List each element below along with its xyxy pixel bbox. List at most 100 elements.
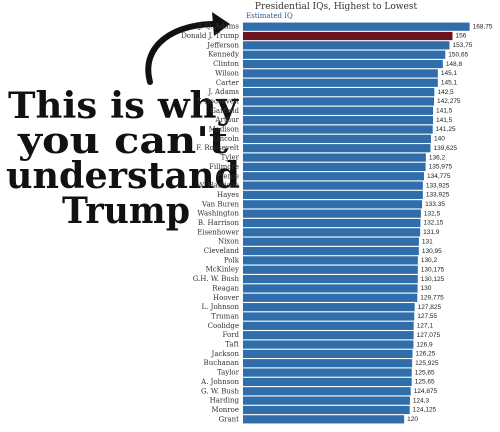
bar xyxy=(243,153,426,162)
value-label: 130,2 xyxy=(421,257,438,264)
category-label: Tyler xyxy=(221,154,240,162)
arrow-head xyxy=(212,12,230,36)
value-label: 142,5 xyxy=(437,89,454,96)
category-label: Ford xyxy=(222,331,239,339)
bar xyxy=(243,69,438,78)
bar xyxy=(243,172,424,181)
bar xyxy=(243,415,405,424)
bar xyxy=(243,41,450,50)
value-label: 135,975 xyxy=(429,164,453,171)
category-label: Fillmore xyxy=(209,163,239,171)
value-label: 132,15 xyxy=(423,220,443,227)
value-label: 148,8 xyxy=(446,61,463,68)
category-label: McKinley xyxy=(206,266,239,274)
category-label: Monroe xyxy=(211,406,239,414)
bar xyxy=(243,321,414,330)
bar xyxy=(243,97,435,106)
category-label: Harding xyxy=(210,397,240,405)
value-label: 141,25 xyxy=(436,126,456,133)
bar xyxy=(243,116,434,125)
value-label: 126,9 xyxy=(416,341,433,348)
category-label: Hoover xyxy=(213,294,240,302)
bar xyxy=(243,396,410,405)
category-label: Eisenhower xyxy=(197,228,239,236)
arrow xyxy=(145,20,225,85)
value-label: 131 xyxy=(422,238,433,245)
category-label: Lincoln xyxy=(213,135,240,143)
category-label: Taylor xyxy=(217,369,240,377)
bar xyxy=(243,144,431,153)
value-label: 142,275 xyxy=(437,98,461,105)
category-label: Buchanan xyxy=(204,359,240,367)
bar xyxy=(243,59,443,69)
value-label: 145,1 xyxy=(441,70,458,77)
bar xyxy=(243,368,412,377)
bar xyxy=(243,78,438,87)
category-label: Pierce xyxy=(216,172,239,180)
category-label: Clinton xyxy=(213,60,239,68)
category-label: Truman xyxy=(211,312,239,320)
bar xyxy=(243,22,470,31)
bar xyxy=(243,293,418,302)
category-label: Polk xyxy=(224,256,240,264)
value-label: 131,9 xyxy=(423,229,440,236)
bar xyxy=(243,340,414,349)
bar xyxy=(243,190,423,200)
bar xyxy=(243,181,423,190)
value-label: 136,2 xyxy=(429,154,446,161)
caption-line: This is why xyxy=(8,85,239,127)
bar xyxy=(243,88,435,97)
bar xyxy=(243,359,413,368)
value-label: 125,925 xyxy=(415,360,439,367)
bar xyxy=(243,218,421,228)
category-label: Arthur xyxy=(214,116,239,124)
category-label: J. Adams xyxy=(207,88,239,96)
chart-subtitle: Estimated IQ xyxy=(246,12,293,20)
value-label: 126,25 xyxy=(416,351,436,358)
category-label: F. Roosevelt xyxy=(196,144,239,152)
category-label: J. Q. Adams xyxy=(198,23,240,31)
bar xyxy=(243,50,446,59)
category-label: B. Harrison xyxy=(198,219,240,227)
category-label: Washington xyxy=(197,210,239,218)
bar xyxy=(243,312,415,321)
value-label: 141,5 xyxy=(436,117,453,124)
value-label: 127,55 xyxy=(417,313,437,320)
bar xyxy=(243,331,414,340)
value-label: 153,75 xyxy=(452,42,472,49)
category-label: Grant xyxy=(219,415,240,423)
value-label: 127,1 xyxy=(417,323,434,330)
bar xyxy=(243,303,415,312)
value-label: 130,125 xyxy=(421,276,445,283)
category-label: Garfield xyxy=(210,107,239,115)
category-label: G.H. W. Bush xyxy=(193,275,240,283)
category-label: Nixon xyxy=(218,238,240,246)
bar xyxy=(243,387,411,396)
category-label: Hayes xyxy=(217,191,239,199)
bar xyxy=(243,284,418,293)
value-label: 130,175 xyxy=(421,266,445,273)
bar xyxy=(243,31,453,41)
value-label: 132,5 xyxy=(424,210,441,217)
value-label: 130 xyxy=(421,285,432,292)
category-label: Carter xyxy=(216,79,240,87)
category-label: Madison xyxy=(209,126,240,134)
value-label: 139,625 xyxy=(433,145,457,152)
value-label: 124,875 xyxy=(414,388,438,395)
value-label: 133,925 xyxy=(426,192,450,199)
value-label: 140 xyxy=(434,136,445,143)
caption-line: Trump xyxy=(62,190,190,232)
bar xyxy=(243,228,421,237)
bar xyxy=(243,134,431,143)
bar xyxy=(243,125,433,134)
value-label: 168,75 xyxy=(473,23,493,30)
bar xyxy=(243,162,426,172)
value-label: 156 xyxy=(455,33,466,40)
chart-title: Presidential IQs, Highest to Lowest xyxy=(255,2,418,12)
category-label: Taft xyxy=(225,341,239,349)
bar xyxy=(243,405,410,415)
value-label: 130,95 xyxy=(422,248,442,255)
bar xyxy=(243,274,418,284)
bar xyxy=(243,256,418,265)
category-label: Donald J. Trump xyxy=(181,32,239,40)
